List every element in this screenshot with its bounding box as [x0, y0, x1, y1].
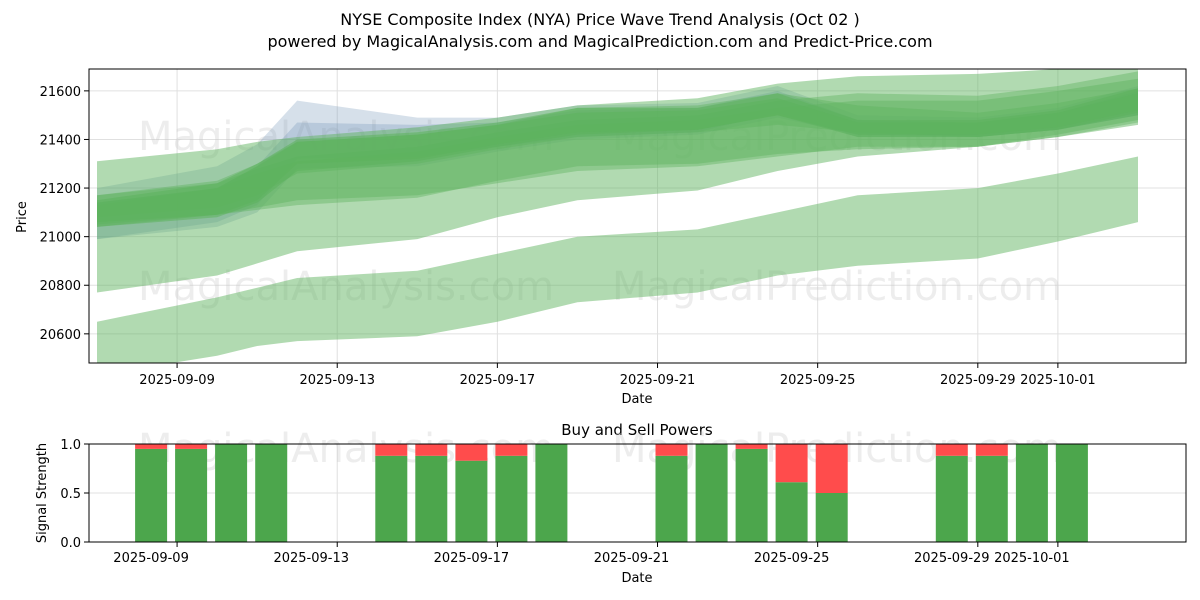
buy-bar: [695, 444, 728, 542]
buy-bar: [495, 455, 528, 542]
wave-band-mid-1: [97, 78, 1138, 227]
power-x-tick-label: 2025-09-13: [273, 551, 349, 566]
buy-bar: [815, 493, 848, 542]
buy-bar: [975, 455, 1008, 542]
power-bars: [135, 444, 1088, 542]
price-x-tick-label: 2025-09-21: [620, 373, 696, 388]
watermark: MagicalAnalysis.com: [138, 264, 554, 310]
price-y-tick-label: 21200: [40, 182, 81, 197]
power-x-ticks: 2025-09-09 2025-09-13 2025-09-17 2025-09-21…: [113, 542, 1070, 566]
buy-bar: [375, 455, 408, 542]
buy-bar: [455, 460, 488, 542]
sell-bar: [455, 444, 488, 461]
price-x-tick-label: 2025-09-13: [299, 373, 375, 388]
price-x-label: Date: [621, 392, 652, 407]
buy-bar: [735, 448, 768, 542]
wave-band-wide-lower: [97, 156, 1138, 363]
sell-bar: [975, 444, 1008, 456]
price-y-tick-label: 21000: [40, 231, 81, 246]
sell-bar: [775, 444, 808, 483]
watermark: MagicalPrediction.com: [612, 264, 1062, 310]
price-x-ticks: 2025-09-09 2025-09-13 2025-09-17 2025-09-21…: [139, 363, 1096, 388]
price-x-tick-label: 2025-09-17: [460, 373, 536, 388]
chart-title: NYSE Composite Index (NYA) Price Wave Tr…: [340, 10, 859, 29]
buy-bar: [535, 444, 568, 542]
power-x-tick-label: 2025-09-17: [434, 551, 510, 566]
power-y-tick-label: 0.0: [60, 536, 81, 551]
price-y-ticks: 20600 20800 21000 21200 21400 21600: [40, 85, 89, 343]
sell-bar: [175, 444, 208, 449]
price-x-tick-label: 2025-10-01: [1020, 373, 1096, 388]
sell-bar: [815, 444, 848, 493]
buy-bar: [1015, 444, 1048, 542]
price-y-tick-label: 21400: [40, 133, 81, 148]
price-y-tick-label: 20600: [40, 328, 81, 343]
price-x-tick-label: 2025-09-09: [139, 373, 215, 388]
buy-bar: [215, 444, 248, 542]
buy-bar: [175, 448, 208, 542]
power-y-ticks: 0.0 0.5 1.0: [60, 438, 89, 551]
price-x-tick-label: 2025-09-29: [940, 373, 1016, 388]
price-y-label: Price: [15, 201, 30, 233]
power-chart: Buy and Sell Powers MagicalAnalysis.comM…: [35, 421, 1187, 586]
price-y-tick-label: 21600: [40, 85, 81, 100]
price-x-tick-label: 2025-09-25: [780, 373, 856, 388]
buy-bar: [255, 444, 288, 542]
sell-bar: [735, 444, 768, 449]
power-y-label: Signal Strength: [35, 443, 50, 543]
price-plot-frame: [88, 68, 1187, 364]
sell-bar: [935, 444, 968, 456]
buy-bar: [775, 482, 808, 542]
power-title: Buy and Sell Powers: [561, 421, 713, 439]
power-x-tick-label: 2025-09-25: [754, 551, 830, 566]
sell-bar: [655, 444, 688, 456]
buy-bar: [135, 448, 168, 542]
buy-bar: [1055, 444, 1088, 542]
power-x-tick-label: 2025-09-09: [113, 551, 189, 566]
price-bands: [97, 69, 1138, 363]
power-x-label: Date: [621, 571, 652, 586]
sell-bar: [375, 444, 408, 456]
power-y-tick-label: 0.5: [60, 487, 81, 502]
sell-bar: [415, 444, 448, 456]
sell-bar: [495, 444, 528, 456]
power-x-tick-label: 2025-09-29: [914, 551, 990, 566]
chart-subtitle: powered by MagicalAnalysis.com and Magic…: [267, 32, 932, 51]
buy-bar: [655, 455, 688, 542]
buy-bar: [935, 455, 968, 542]
price-chart: MagicalAnalysis.com MagicalPrediction.com…: [15, 68, 1187, 407]
price-y-tick-label: 20800: [40, 279, 81, 294]
buy-bar: [415, 455, 448, 542]
power-y-tick-label: 1.0: [60, 438, 81, 453]
power-x-tick-label: 2025-10-01: [994, 551, 1070, 566]
sell-bar: [135, 444, 168, 449]
wave-band-mid-2: [97, 71, 1138, 225]
power-x-tick-label: 2025-09-21: [594, 551, 670, 566]
wave-band-core-2: [97, 93, 1138, 223]
